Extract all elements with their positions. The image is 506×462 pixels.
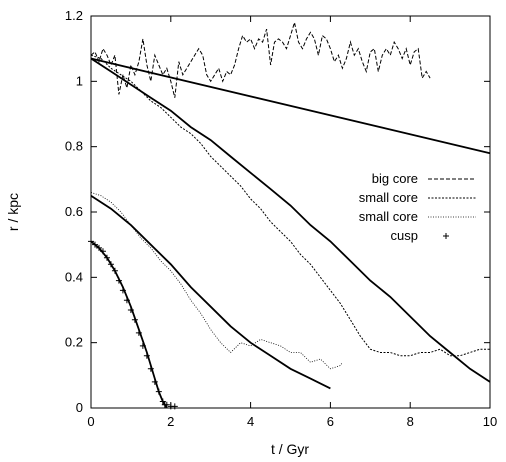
y-tick-label: 0.8 <box>65 139 83 154</box>
x-tick-label: 0 <box>87 414 94 429</box>
x-tick-label: 8 <box>407 414 414 429</box>
x-axis-label: t / Gyr <box>271 441 309 457</box>
legend-label: cusp <box>391 228 418 243</box>
fit-series-6 <box>90 194 331 390</box>
axis-ticks: 0 2 4 6 8 10 0 0.2 0.4 0.6 0.8 1 1.2 <box>65 8 497 429</box>
legend-swatch <box>443 233 449 239</box>
legend-label: small core <box>359 209 418 224</box>
fit-series-4 <box>90 57 491 155</box>
y-tick-label: 0.4 <box>65 269 83 284</box>
y-tick-label: 0.2 <box>65 335 83 350</box>
small-core-series-1 <box>90 54 490 357</box>
cusp-series-3 <box>88 238 178 410</box>
y-tick-label: 0 <box>76 400 83 415</box>
plot-frame <box>90 15 491 409</box>
x-tick-label: 4 <box>247 414 254 429</box>
y-tick-label: 1 <box>76 73 83 88</box>
cusp-point <box>171 403 178 410</box>
x-tick-label: 2 <box>167 414 174 429</box>
big-core-series-0 <box>90 22 431 98</box>
x-tick-label: 10 <box>483 414 497 429</box>
fit-series-5 <box>90 57 491 383</box>
legend-label: small core <box>359 190 418 205</box>
x-tick-label: 6 <box>327 414 334 429</box>
y-axis-label: r / kpc <box>5 193 21 231</box>
chart-series <box>88 22 491 410</box>
legend: big core small core small core cusp <box>359 171 476 243</box>
y-tick-label: 0.6 <box>65 204 83 219</box>
fit-series-7 <box>90 240 168 409</box>
legend-label: big core <box>372 171 418 186</box>
y-tick-label: 1.2 <box>65 8 83 23</box>
